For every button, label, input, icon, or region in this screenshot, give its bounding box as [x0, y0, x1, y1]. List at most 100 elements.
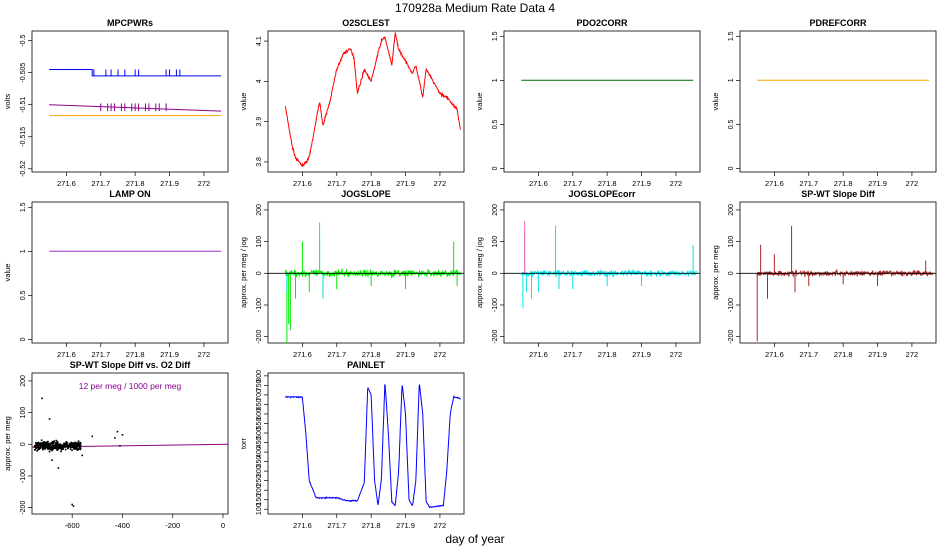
scatter-point — [77, 442, 79, 445]
y-tick-label: -0.52 — [20, 161, 27, 177]
y-tick-label: -100 — [20, 469, 27, 483]
scatter-point — [55, 442, 57, 444]
x-tick-label: 271.7 — [799, 350, 818, 359]
scatter-point — [70, 445, 73, 448]
scatter-point — [65, 444, 67, 446]
x-tick-label: 271.6 — [57, 179, 76, 188]
y-tick-label: 0.5 — [20, 290, 27, 300]
x-tick-label: 271.9 — [868, 350, 887, 359]
y-tick-label: 400 — [256, 446, 263, 458]
y-tick-label: 550 — [256, 418, 263, 430]
panel-3: PDREFCORR 271.6 271.7 271.8 271.9 272 0 0.5 1 1.5… — [711, 18, 937, 188]
scatter-point — [55, 439, 57, 442]
scatter-point — [65, 441, 68, 443]
scatter-point — [51, 446, 53, 449]
plot-area — [504, 221, 700, 309]
scatter-point — [35, 444, 37, 447]
scatter-point — [121, 433, 124, 436]
scatter-point — [77, 440, 80, 442]
x-tick-label: 271.7 — [563, 179, 582, 188]
series-line — [284, 32, 462, 167]
scatter-point — [73, 445, 75, 448]
scatter-point — [69, 444, 72, 447]
scatter-point — [36, 450, 38, 452]
scatter-point — [45, 447, 48, 449]
scatter-point — [62, 448, 64, 451]
scatter-point — [76, 447, 78, 450]
y-tick-label: 0 — [728, 271, 735, 275]
scatter-point — [39, 444, 42, 447]
scatter-point — [44, 448, 46, 450]
scatter-point — [63, 442, 65, 445]
plot-area — [32, 397, 228, 507]
scatter-point — [48, 445, 50, 448]
y-tick-label: 0 — [20, 337, 27, 341]
x-tick-label: 271.7 — [327, 179, 346, 188]
x-tick-label: 271.6 — [765, 179, 784, 188]
scatter-point — [47, 442, 50, 445]
y-tick-label: 100 — [492, 236, 499, 248]
scatter-point — [52, 442, 55, 445]
y-tick-label: 3.8 — [256, 157, 263, 167]
scatter-point — [52, 448, 54, 450]
panel-8: SP-WT Slope Diff vs. O2 Diff -600 -400 -200… — [3, 360, 229, 530]
y-tick-label: 200 — [256, 204, 263, 216]
scatter-point — [61, 446, 63, 449]
x-tick-label: 271.6 — [529, 179, 548, 188]
scatter-point — [71, 446, 74, 449]
scatter-point — [79, 441, 81, 444]
plot-frame — [267, 201, 465, 344]
x-tick-label: -400 — [115, 521, 130, 530]
scatter-point — [47, 448, 50, 450]
x-tick-label: 271.9 — [396, 521, 415, 530]
x-tick-label: 271.8 — [126, 179, 145, 188]
x-tick-label: 272 — [434, 179, 447, 188]
plot-frame — [503, 30, 701, 173]
scatter-point — [45, 443, 48, 445]
plot-area — [284, 384, 461, 509]
scatter-point — [66, 442, 69, 444]
y-tick-label: 1.5 — [728, 31, 735, 41]
x-tick-label: 271.8 — [834, 350, 853, 359]
scatter-point — [60, 450, 62, 453]
x-tick-label: 271.9 — [632, 179, 651, 188]
scatter-point — [53, 446, 55, 449]
y-tick-label: -0.505 — [20, 63, 27, 83]
scatter-point — [45, 444, 47, 447]
x-tick-label: 272 — [670, 350, 683, 359]
scatter-point — [76, 445, 78, 448]
scatter-point — [41, 448, 44, 451]
y-tick-label: 200 — [492, 204, 499, 216]
y-axis-label: value — [239, 93, 248, 111]
scatter-point — [35, 442, 37, 444]
x-tick-label: 271.9 — [868, 179, 887, 188]
panel-title: PDO2CORR — [576, 18, 628, 28]
scatter-point — [68, 443, 71, 445]
panel-9: PAINLET 271.6 271.7 271.8 271.9 272 1001502002… — [239, 360, 465, 530]
scatter-point — [36, 442, 39, 444]
scatter-point — [51, 449, 53, 452]
scatter-point — [60, 448, 63, 451]
scatter-point — [67, 447, 69, 450]
x-tick-label: 271.7 — [799, 179, 818, 188]
panel-title: MPCPWRs — [107, 18, 153, 28]
scatter-point — [56, 440, 59, 443]
scatter-point — [62, 447, 64, 449]
x-tick-label: 272 — [906, 179, 919, 188]
y-tick-label: 0 — [20, 442, 27, 446]
scatter-point — [61, 445, 64, 448]
scatter-point — [57, 448, 60, 450]
scatter-point — [73, 446, 76, 449]
scatter-point — [46, 443, 49, 446]
y-tick-label: 100 — [256, 236, 263, 248]
x-tick-label: 271.7 — [91, 350, 110, 359]
y-tick-label: 150 — [256, 494, 263, 506]
scatter-point — [40, 442, 43, 445]
scatter-point — [62, 444, 65, 446]
x-tick-label: -600 — [65, 521, 80, 530]
panel-title: PAINLET — [347, 360, 385, 370]
x-tick-label: 271.8 — [598, 350, 617, 359]
x-tick-label: 271.8 — [362, 350, 381, 359]
y-tick-label: 1.5 — [20, 202, 27, 212]
scatter-point — [71, 449, 73, 452]
